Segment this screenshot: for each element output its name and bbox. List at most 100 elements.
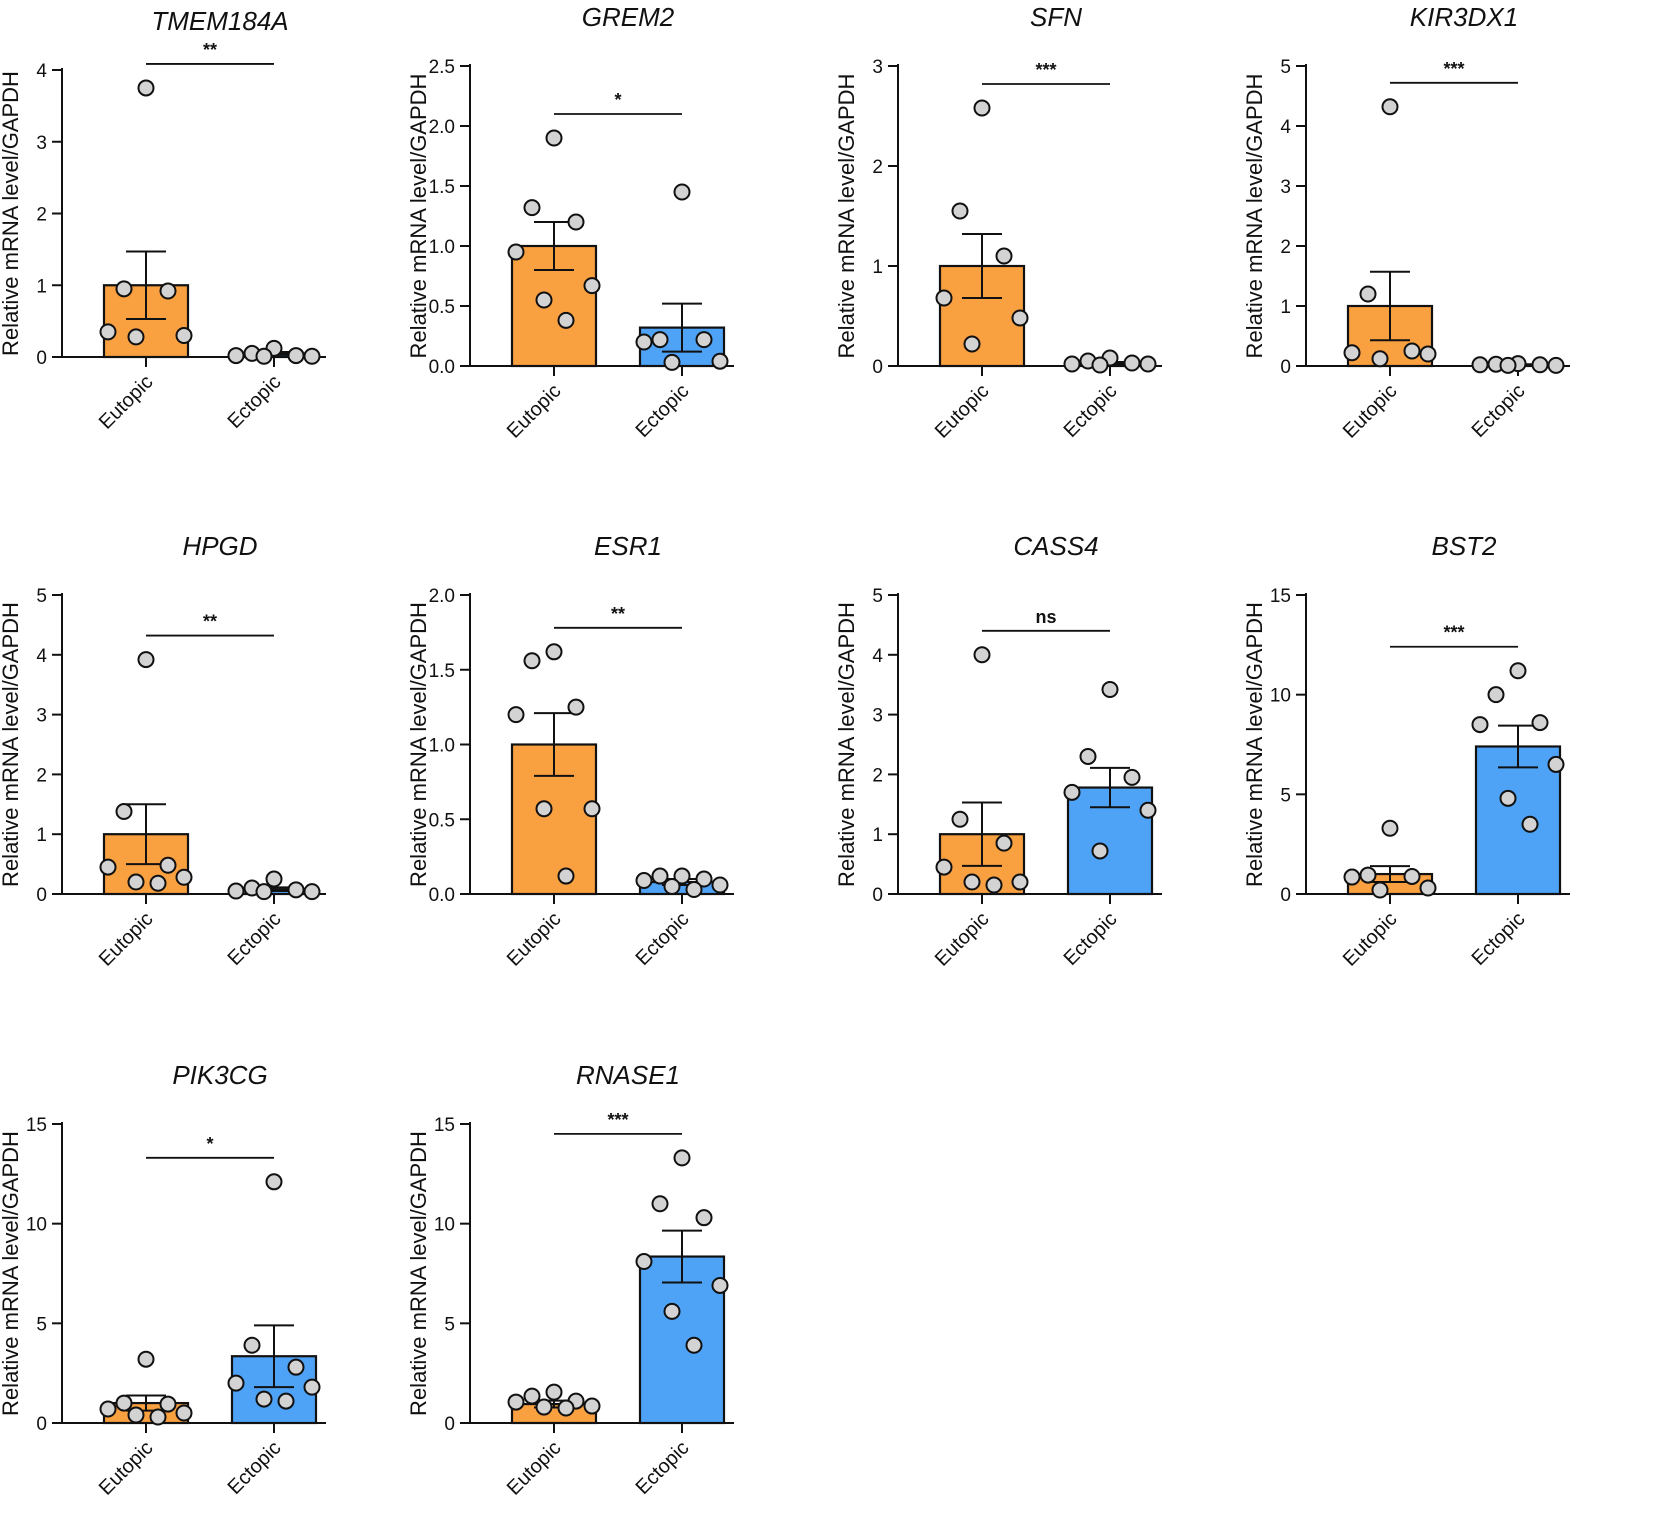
data-point-bst2-eutopic-2 <box>1403 867 1421 885</box>
data-point-esr1-ectopic-6 <box>685 881 703 899</box>
x-tick-label-esr1-ectopic: Ectopic <box>632 908 694 970</box>
data-point-cass4-eutopic-3 <box>935 858 953 876</box>
data-point-cass4-eutopic-6 <box>985 876 1003 894</box>
y-tick-label-kir3dx1-5: 5 <box>1280 57 1291 78</box>
panel-title-kir3dx1: KIR3DX1 <box>1410 2 1518 32</box>
y-tick-label-hpgd-0: 0 <box>36 885 47 906</box>
data-point-grem2-eutopic-2 <box>567 213 585 231</box>
y-tick-label-cass4-4: 4 <box>872 646 883 667</box>
data-point-rnase1-eutopic-4 <box>583 1397 601 1415</box>
data-point-grem2-eutopic-3 <box>507 243 525 261</box>
y-tick-label-rnase1-1: 5 <box>444 1314 455 1335</box>
y-tick-label-esr1-2: 1.0 <box>429 736 455 757</box>
data-point-esr1-eutopic-3 <box>507 706 525 724</box>
data-point-cass4-ectopic-0 <box>1101 680 1119 698</box>
data-point-kir3dx1-ectopic-5 <box>1499 356 1517 374</box>
data-point-esr1-eutopic-0 <box>545 643 563 661</box>
data-point-bst2-ectopic-4 <box>1547 755 1565 773</box>
data-point-sfn-eutopic-4 <box>1011 309 1029 327</box>
data-point-pik3cg-ectopic-2 <box>287 1358 305 1376</box>
y-tick-label-grem2-3: 1.5 <box>429 177 455 198</box>
data-point-tmem184a-eutopic-5 <box>127 328 145 346</box>
x-tick-label-bst2-ectopic: Ectopic <box>1468 908 1530 970</box>
data-point-kir3dx1-eutopic-1 <box>1359 285 1377 303</box>
data-point-pik3cg-eutopic-3 <box>99 1400 117 1418</box>
data-point-rnase1-ectopic-0 <box>673 1149 691 1167</box>
y-tick-label-pik3cg-3: 15 <box>26 1115 47 1136</box>
x-tick-label-sfn-eutopic: Eutopic <box>931 380 994 443</box>
y-tick-label-grem2-0: 0.0 <box>429 357 455 378</box>
data-point-cass4-eutopic-2 <box>995 834 1013 852</box>
y-tick-label-hpgd-5: 5 <box>36 586 47 607</box>
data-point-pik3cg-eutopic-5 <box>127 1406 145 1424</box>
data-point-pik3cg-ectopic-6 <box>277 1392 295 1410</box>
x-tick-label-bst2-eutopic: Eutopic <box>1339 908 1402 971</box>
data-point-rnase1-eutopic-6 <box>557 1399 575 1417</box>
y-axis-label-hpgd: Relative mRNA level/GAPDH <box>0 602 23 887</box>
data-point-tmem184a-ectopic-3 <box>227 347 245 365</box>
y-tick-label-kir3dx1-1: 1 <box>1280 297 1291 318</box>
data-point-esr1-ectopic-3 <box>635 872 653 890</box>
panel-title-grem2: GREM2 <box>582 2 675 32</box>
significance-label-cass4: ns <box>1035 607 1056 627</box>
x-tick-label-cass4-ectopic: Ectopic <box>1060 908 1122 970</box>
panel-pik3cg: PIK3CG Relative mRNA level/GAPDH 0 5 10 15 Eut… <box>0 1060 326 1500</box>
panel-cass4: CASS4 Relative mRNA level/GAPDH 0 1 2 3 4 5 Euto… <box>834 531 1162 971</box>
y-tick-label-kir3dx1-4: 4 <box>1280 117 1291 138</box>
data-point-cass4-eutopic-0 <box>973 646 991 664</box>
significance-label-pik3cg: * <box>206 1134 213 1154</box>
x-tick-label-esr1-eutopic: Eutopic <box>503 908 566 971</box>
data-point-grem2-ectopic-4 <box>711 352 729 370</box>
y-tick-label-esr1-4: 2.0 <box>429 586 455 607</box>
x-tick-label-tmem184a-eutopic: Eutopic <box>95 371 158 434</box>
y-tick-label-hpgd-3: 3 <box>36 706 47 727</box>
data-point-hpgd-ectopic-0 <box>265 870 283 888</box>
y-tick-label-tmem184a-2: 2 <box>36 205 47 226</box>
data-point-kir3dx1-ectopic-4 <box>1547 356 1565 374</box>
data-point-esr1-ectopic-4 <box>711 876 729 894</box>
data-point-kir3dx1-eutopic-3 <box>1343 344 1361 362</box>
y-tick-label-grem2-4: 2.0 <box>429 117 455 138</box>
data-point-bst2-ectopic-3 <box>1471 716 1489 734</box>
data-point-cass4-ectopic-2 <box>1123 768 1141 786</box>
y-axis-label-rnase1: Relative mRNA level/GAPDH <box>406 1131 431 1416</box>
y-tick-label-pik3cg-1: 5 <box>36 1314 47 1335</box>
significance-label-esr1: ** <box>611 604 625 624</box>
y-tick-label-rnase1-0: 0 <box>444 1414 455 1435</box>
data-point-tmem184a-ectopic-2 <box>287 347 305 365</box>
bar-bst2-ectopic <box>1474 745 1562 896</box>
data-point-esr1-eutopic-1 <box>523 652 541 670</box>
data-point-sfn-ectopic-3 <box>1063 355 1081 373</box>
data-point-grem2-eutopic-5 <box>535 291 553 309</box>
y-tick-label-sfn-3: 3 <box>872 57 883 78</box>
y-tick-label-cass4-1: 1 <box>872 825 883 846</box>
y-axis-label-sfn: Relative mRNA level/GAPDH <box>834 74 859 359</box>
y-tick-label-esr1-1: 0.5 <box>429 810 455 831</box>
data-point-grem2-ectopic-2 <box>695 331 713 349</box>
y-tick-label-kir3dx1-2: 2 <box>1280 237 1291 258</box>
data-point-cass4-ectopic-3 <box>1063 783 1081 801</box>
data-point-pik3cg-ectopic-1 <box>243 1336 261 1354</box>
data-point-kir3dx1-eutopic-2 <box>1403 342 1421 360</box>
panel-title-cass4: CASS4 <box>1013 531 1098 561</box>
panel-title-bst2: BST2 <box>1431 531 1497 561</box>
data-point-pik3cg-eutopic-2 <box>159 1395 177 1413</box>
panel-title-esr1: ESR1 <box>594 531 662 561</box>
data-point-esr1-eutopic-6 <box>557 867 575 885</box>
significance-label-tmem184a: ** <box>203 40 217 60</box>
data-point-tmem184a-eutopic-2 <box>159 282 177 300</box>
data-point-kir3dx1-ectopic-3 <box>1471 356 1489 374</box>
data-point-bst2-ectopic-2 <box>1531 714 1549 732</box>
data-point-kir3dx1-eutopic-4 <box>1419 345 1437 363</box>
data-point-rnase1-ectopic-6 <box>685 1336 703 1354</box>
y-axis-label-bst2: Relative mRNA level/GAPDH <box>1242 602 1267 887</box>
y-axis-label-grem2: Relative mRNA level/GAPDH <box>406 74 431 359</box>
x-tick-label-rnase1-eutopic: Eutopic <box>503 1437 566 1500</box>
y-tick-label-cass4-2: 2 <box>872 765 883 786</box>
data-point-esr1-ectopic-2 <box>695 870 713 888</box>
data-point-rnase1-ectopic-4 <box>711 1276 729 1294</box>
data-point-sfn-eutopic-3 <box>935 289 953 307</box>
data-point-esr1-ectopic-0 <box>673 867 691 885</box>
x-tick-label-hpgd-eutopic: Eutopic <box>95 908 158 971</box>
